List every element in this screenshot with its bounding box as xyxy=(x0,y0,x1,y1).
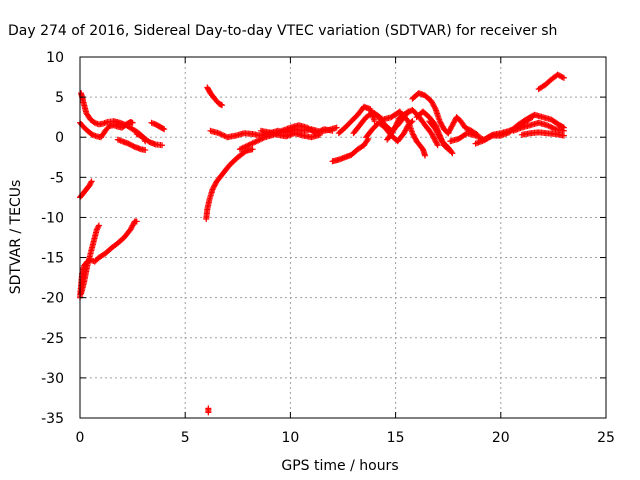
plot-frame xyxy=(79,56,607,419)
y-tick-label: -5 xyxy=(50,170,64,186)
data-points xyxy=(77,71,567,416)
y-tick-label: -10 xyxy=(41,210,64,226)
y-tick-label: -35 xyxy=(41,411,64,427)
x-axis-label: GPS time / hours xyxy=(281,458,398,474)
data-point xyxy=(160,125,167,132)
data-point xyxy=(159,142,166,149)
data-point xyxy=(219,102,226,109)
y-tick-label: -15 xyxy=(41,251,64,267)
axis-ticks: 0 5 10 15 20 25 10 5 0 -5 -10 -15 -20 -25 -30 -35 xyxy=(41,50,615,446)
data-point xyxy=(391,126,398,133)
data-point xyxy=(394,119,401,126)
data-point xyxy=(329,127,336,134)
data-point xyxy=(95,222,102,229)
data-point xyxy=(559,74,566,81)
data-point xyxy=(422,152,429,159)
y-tick-label: 10 xyxy=(46,50,64,66)
data-point xyxy=(431,104,438,111)
x-tick-label: 15 xyxy=(387,430,405,446)
y-axis-label: SDTVAR / TECUs xyxy=(8,180,24,295)
data-point xyxy=(488,133,495,140)
data-point xyxy=(393,120,400,127)
y-tick-label: -25 xyxy=(41,331,64,347)
data-point xyxy=(392,123,399,130)
data-point xyxy=(142,147,149,154)
data-point xyxy=(333,124,340,131)
x-tick-label: 5 xyxy=(181,430,190,446)
data-point xyxy=(371,118,378,125)
data-point xyxy=(133,218,140,225)
data-point xyxy=(316,131,323,138)
x-tick-label: 0 xyxy=(76,430,85,446)
data-point xyxy=(395,116,402,123)
data-point xyxy=(449,150,456,157)
data-point xyxy=(560,132,567,139)
data-point xyxy=(391,125,398,132)
data-point xyxy=(88,178,95,185)
data-point xyxy=(205,409,212,416)
data-point xyxy=(95,223,102,230)
data-point xyxy=(249,146,256,153)
data-point xyxy=(129,119,136,126)
data-point xyxy=(161,126,168,133)
x-tick-label: 25 xyxy=(597,430,615,446)
data-point xyxy=(433,140,440,147)
x-tick-label: 20 xyxy=(492,430,510,446)
y-tick-label: -20 xyxy=(41,291,64,307)
chart-title: Day 274 of 2016, Sidereal Day-to-day VTE… xyxy=(8,23,557,39)
data-point xyxy=(394,118,401,125)
data-point xyxy=(448,149,455,156)
gridlines xyxy=(80,57,606,418)
y-tick-label: 5 xyxy=(55,90,64,106)
x-tick-label: 10 xyxy=(281,430,299,446)
data-point xyxy=(560,74,567,81)
y-tick-label: -30 xyxy=(41,371,64,387)
data-point xyxy=(87,179,94,186)
data-point xyxy=(393,122,400,129)
y-tick-label: 0 xyxy=(55,130,64,146)
data-point xyxy=(434,142,441,149)
data-point xyxy=(390,127,397,134)
